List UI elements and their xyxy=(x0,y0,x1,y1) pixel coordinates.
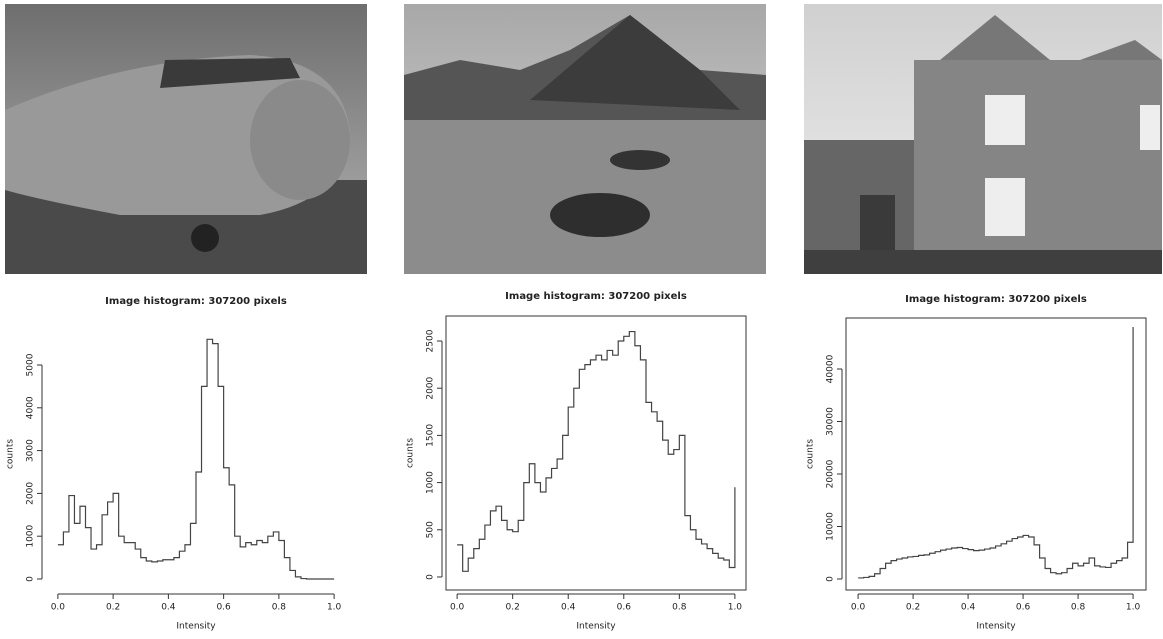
y-tick-label: 0 xyxy=(826,576,836,582)
x-tick-label: 0.2 xyxy=(506,603,520,613)
y-tick-label: 1000 xyxy=(426,471,436,494)
x-tick-label: 1.0 xyxy=(728,603,743,613)
y-tick-label: 0 xyxy=(26,576,36,582)
x-tick-label: 0.0 xyxy=(851,603,866,613)
y-tick-label: 40000 xyxy=(826,354,836,383)
y-tick-label: 30000 xyxy=(826,407,836,436)
x-tick-label: 0.8 xyxy=(672,603,687,613)
photo-mountain xyxy=(404,4,766,274)
y-tick-label: 2500 xyxy=(426,329,436,352)
x-tick-label: 1.0 xyxy=(327,603,342,613)
y-tick-label: 20000 xyxy=(826,459,836,488)
y-tick-label: 3000 xyxy=(26,439,36,462)
x-tick-label: 0.6 xyxy=(216,603,231,613)
x-tick-label: 0.6 xyxy=(617,603,632,613)
y-tick-label: 0 xyxy=(426,574,436,580)
x-tick-label: 0.0 xyxy=(450,603,465,613)
x-axis-label: Intensity xyxy=(576,622,616,632)
figure: Image histogram: 307200 pixels Intensity c… xyxy=(0,0,1163,634)
y-axis-label: counts xyxy=(6,439,16,469)
x-tick-label: 0.0 xyxy=(51,603,66,613)
chart-title: Image histogram: 307200 pixels xyxy=(505,291,687,302)
y-tick-label: 1000 xyxy=(26,524,36,547)
x-tick-label: 0.4 xyxy=(961,603,976,613)
plot-box xyxy=(846,318,1146,590)
chart-title: Image histogram: 307200 pixels xyxy=(905,294,1087,305)
x-tick-label: 0.8 xyxy=(272,603,287,613)
x-tick-label: 0.6 xyxy=(1016,603,1031,613)
x-tick-label: 0.4 xyxy=(161,603,176,613)
photo-house xyxy=(804,4,1162,274)
y-tick-label: 1500 xyxy=(426,424,436,447)
photo-airplane xyxy=(5,4,367,274)
histogram-line xyxy=(858,327,1133,578)
y-axis-label: counts xyxy=(806,439,816,469)
y-tick-label: 5000 xyxy=(26,353,36,376)
y-tick-label: 4000 xyxy=(26,396,36,419)
x-tick-label: 0.2 xyxy=(106,603,120,613)
x-tick-label: 0.2 xyxy=(906,603,920,613)
x-axis-label: Intensity xyxy=(976,622,1016,632)
x-tick-label: 0.8 xyxy=(1071,603,1086,613)
y-tick-label: 2000 xyxy=(426,376,436,399)
x-axis-label: Intensity xyxy=(176,622,216,632)
histogram-line xyxy=(457,332,735,572)
x-tick-label: 0.4 xyxy=(561,603,576,613)
y-tick-label: 10000 xyxy=(826,512,836,541)
y-tick-label: 2000 xyxy=(26,482,36,505)
histogram-line xyxy=(58,339,334,579)
y-tick-label: 500 xyxy=(426,521,436,538)
y-axis-label: counts xyxy=(406,438,416,468)
chart-title: Image histogram: 307200 pixels xyxy=(105,296,287,307)
x-tick-label: 1.0 xyxy=(1126,603,1141,613)
